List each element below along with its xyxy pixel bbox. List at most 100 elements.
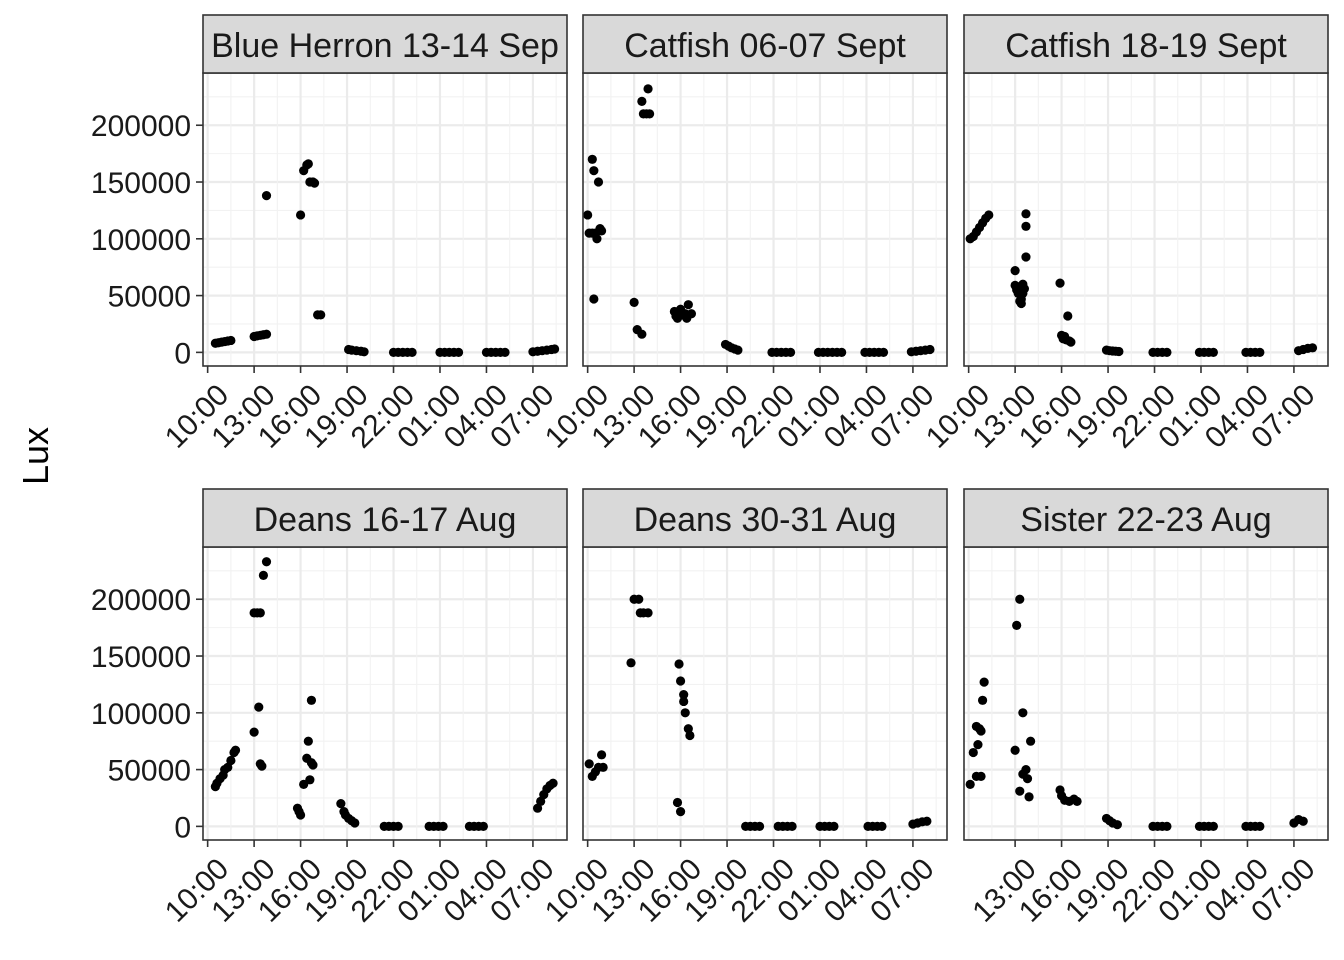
data-point — [643, 84, 653, 94]
panel-3: Deans 16-17 Aug0500001000001500002000001… — [91, 488, 568, 929]
facet-title: Catfish 18-19 Sept — [1005, 27, 1287, 65]
y-tick-label: 50000 — [108, 281, 191, 314]
data-point — [584, 759, 594, 769]
data-point — [257, 761, 267, 771]
gridlines — [583, 547, 947, 840]
data-point — [596, 750, 607, 760]
data-point — [261, 191, 272, 201]
panel-background — [203, 73, 567, 366]
data-point — [1024, 792, 1034, 802]
y-tick-label: 200000 — [91, 584, 191, 617]
data-point — [685, 730, 695, 741]
series-points — [210, 557, 558, 831]
data-point — [787, 821, 797, 831]
data-point — [583, 210, 593, 220]
panel-0: Blue Herron 13-14 Sep 0 50000 100000 150000 2… — [91, 14, 568, 455]
data-point — [976, 726, 986, 736]
series-points — [584, 594, 932, 831]
y-tick-label: 100000 — [91, 698, 191, 731]
data-point — [226, 335, 236, 346]
data-point — [968, 747, 978, 758]
panel-background — [203, 547, 567, 840]
facet-strip — [582, 14, 948, 74]
data-point — [295, 210, 306, 220]
data-point — [1010, 266, 1020, 276]
data-point — [478, 821, 488, 831]
facet-title: Blue Herron 13-14 Sep — [211, 27, 559, 65]
data-point — [634, 594, 644, 604]
data-point — [829, 821, 839, 831]
data-point — [589, 166, 599, 176]
facet-title: Sister 22-23 Aug — [1020, 501, 1271, 539]
data-point — [308, 760, 318, 770]
y-tick-label: 200000 — [91, 110, 191, 143]
data-point — [675, 807, 686, 817]
data-point — [733, 345, 743, 355]
data-point — [1298, 816, 1308, 826]
data-point — [1019, 284, 1030, 294]
data-point — [754, 821, 765, 831]
data-point — [336, 799, 346, 809]
series-points — [210, 159, 560, 357]
data-point — [645, 109, 655, 119]
y-tick-label: 50000 — [108, 755, 191, 788]
data-point — [973, 740, 983, 750]
data-point — [306, 695, 317, 705]
series-points — [965, 209, 1318, 357]
data-point — [1162, 821, 1172, 831]
data-point — [1112, 820, 1122, 830]
data-point — [977, 695, 988, 705]
series-points — [583, 84, 935, 357]
data-point — [1010, 745, 1020, 755]
data-point — [305, 775, 315, 785]
data-point — [1114, 346, 1124, 357]
data-point — [925, 344, 935, 355]
data-point — [637, 96, 647, 106]
y-tick-label: 150000 — [91, 167, 191, 200]
data-point — [1022, 774, 1033, 784]
data-point — [359, 347, 369, 357]
gridlines — [203, 547, 567, 840]
facet-strip — [963, 488, 1329, 548]
data-point — [548, 778, 558, 788]
y-tick-label: 0 — [174, 811, 191, 844]
panel-background — [964, 73, 1328, 366]
facet-strip — [202, 488, 568, 548]
panel-2: Catfish 18-19 Sept10:0013:0016:0019:0022… — [920, 14, 1329, 455]
data-point — [316, 310, 326, 320]
data-point — [1208, 347, 1218, 357]
data-point — [1255, 347, 1265, 357]
data-point — [254, 702, 264, 712]
series-points — [965, 594, 1308, 831]
data-point — [303, 159, 313, 169]
data-point — [226, 755, 236, 766]
panels-container: Blue Herron 13-14 Sep 0 50000 100000 150000 2… — [91, 14, 1329, 929]
data-point — [592, 234, 602, 244]
panel-1: Catfish 06-07 Sept10:0013:0016:0019:0022… — [539, 14, 948, 455]
y-tick-label: 100000 — [91, 224, 191, 257]
data-point — [922, 816, 932, 826]
y-axis-title: Lux — [15, 427, 56, 485]
data-point — [643, 608, 653, 618]
data-point — [407, 347, 417, 357]
data-point — [393, 821, 403, 831]
data-point — [1026, 736, 1036, 746]
facet-title: Deans 16-17 Aug — [254, 501, 517, 539]
data-point — [1021, 764, 1031, 775]
data-point — [1255, 821, 1265, 831]
data-point — [679, 696, 689, 707]
data-point — [1208, 821, 1218, 831]
data-point — [674, 659, 684, 669]
y-tick-label: 0 — [174, 337, 191, 370]
data-point — [626, 658, 636, 668]
data-point — [1063, 311, 1073, 321]
data-point — [230, 745, 241, 755]
data-point — [1021, 252, 1031, 262]
facet-strip — [202, 14, 568, 74]
data-point — [672, 797, 683, 808]
data-point — [1162, 347, 1172, 357]
facet-strip — [963, 14, 1329, 74]
data-point — [550, 344, 560, 354]
facet-title: Catfish 06-07 Sept — [624, 27, 906, 65]
